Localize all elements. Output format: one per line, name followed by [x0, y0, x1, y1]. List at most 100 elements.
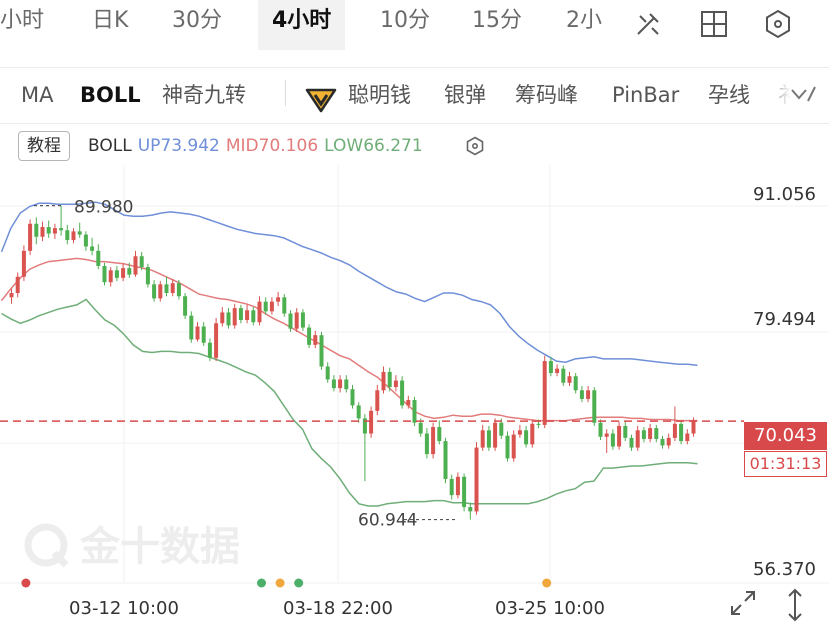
fullscreen-icon[interactable]	[728, 588, 758, 622]
candle	[46, 220, 51, 238]
candle	[356, 402, 361, 423]
candle-body	[207, 342, 212, 358]
candle-body	[46, 227, 51, 234]
tab-2h[interactable]: 2小	[566, 8, 602, 33]
candle	[617, 421, 622, 450]
high-marker-label: 89.980	[74, 198, 133, 218]
candle-body	[257, 301, 262, 323]
candle	[238, 304, 243, 324]
candle	[158, 281, 163, 302]
candle	[610, 429, 615, 450]
candle-body	[170, 283, 175, 293]
event-dot	[257, 578, 266, 588]
tab-4h[interactable]: 4小时	[258, 0, 346, 50]
legend-up: UP73.942	[137, 136, 220, 156]
candle	[679, 420, 684, 445]
candle	[201, 322, 206, 346]
candle-body	[406, 400, 411, 406]
candle-body	[592, 390, 597, 423]
candle-body	[220, 312, 225, 324]
candle	[586, 385, 591, 403]
indicator-pinbar[interactable]: PinBar	[612, 83, 680, 107]
candle-body	[679, 423, 684, 442]
candle-body	[437, 427, 442, 442]
candle	[629, 434, 634, 451]
candle	[654, 424, 659, 443]
candle-body	[276, 297, 281, 302]
candle-body	[232, 308, 237, 326]
candle-body	[412, 400, 417, 423]
price-chart[interactable]: 金十数据 91.056 79.494 56.370 03-12 10:00 03-18 …	[0, 165, 829, 628]
candle	[214, 317, 219, 362]
candle	[561, 365, 566, 386]
tab-daily[interactable]: 日K	[92, 8, 129, 33]
candle-body	[294, 312, 299, 329]
indicator-silver-bullet[interactable]: 银弹	[444, 83, 486, 107]
candle-body	[431, 427, 436, 455]
candle	[96, 244, 101, 270]
candle	[449, 474, 454, 500]
candle-body	[666, 437, 671, 446]
candle-body	[59, 228, 64, 231]
candle-body	[455, 476, 460, 496]
candle-body	[28, 223, 33, 251]
tutorial-button[interactable]: 教程	[18, 131, 70, 161]
candle	[648, 423, 653, 443]
candle	[604, 429, 609, 453]
layout-grid-icon[interactable]	[698, 8, 730, 40]
candle-body	[610, 433, 615, 447]
fit-vertical-icon[interactable]	[784, 588, 806, 626]
settings-hex-icon[interactable]	[762, 8, 794, 40]
candle	[21, 245, 26, 282]
boll-up-line	[0, 201, 698, 367]
candle	[573, 372, 578, 394]
candle-body	[65, 230, 70, 241]
candle-body	[245, 310, 250, 321]
candle	[195, 322, 200, 342]
event-dot	[294, 578, 304, 588]
settings-icon[interactable]	[465, 136, 485, 160]
candle-body	[251, 310, 256, 323]
tab-10m[interactable]: 10分	[380, 8, 430, 33]
indicator-smart-money[interactable]: 聪明钱	[304, 68, 411, 122]
more-indicators-icon[interactable]	[788, 82, 818, 110]
y-tick-label: 56.370	[753, 559, 816, 580]
candle	[666, 433, 671, 449]
tab-15m[interactable]: 15分	[472, 8, 522, 33]
candle	[300, 309, 305, 331]
candle-body	[517, 430, 522, 435]
indicator-harami[interactable]: 孕线	[708, 83, 750, 107]
candle-body	[685, 433, 690, 442]
candle	[288, 310, 293, 332]
tab-1h[interactable]: 小时	[0, 8, 45, 33]
boll-low-line	[1, 298, 698, 507]
candle-body	[524, 430, 529, 445]
chart-grid	[0, 165, 829, 584]
candle	[108, 267, 113, 287]
candle-body	[127, 268, 132, 275]
candle-body	[319, 335, 324, 367]
candle	[152, 280, 157, 302]
candle-body	[387, 371, 392, 388]
indicator-magic-nine[interactable]: 神奇九转	[162, 83, 246, 107]
candle	[313, 330, 318, 349]
candle	[294, 308, 299, 332]
watermark-logo-mark	[24, 523, 69, 568]
candle	[412, 396, 417, 426]
candle	[567, 371, 572, 386]
indicator-tabs: MA BOLL 神奇九转 聪明钱 银弹 筹码峰 PinBar 孕线 衤	[0, 68, 829, 122]
draw-line-icon[interactable]	[632, 8, 664, 40]
candle-body	[362, 418, 367, 434]
candle-body	[331, 379, 336, 389]
indicator-boll[interactable]: BOLL	[80, 83, 141, 107]
candlesticks	[9, 205, 696, 520]
divider-top	[0, 67, 829, 68]
candle	[530, 419, 535, 448]
candle-body	[660, 438, 665, 446]
tab-30m[interactable]: 30分	[172, 8, 222, 33]
indicator-chip-peak[interactable]: 筹码峰	[515, 83, 578, 107]
candle-body	[629, 437, 634, 448]
indicator-ma[interactable]: MA	[21, 83, 54, 107]
candle	[52, 223, 57, 239]
candle	[170, 278, 175, 297]
